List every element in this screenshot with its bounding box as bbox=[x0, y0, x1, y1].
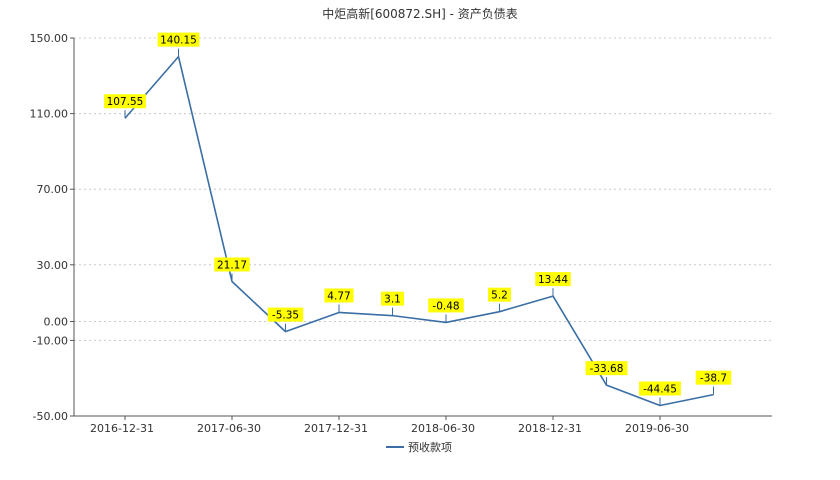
data-label-bg bbox=[324, 288, 354, 303]
data-labels: 107.55 140.15 21.17 -5.35 4.77 3.1 -0.48 5.2 13.… bbox=[104, 32, 732, 406]
x-tick-label: 2017-06-30 bbox=[197, 422, 261, 435]
data-label-bg bbox=[214, 257, 250, 272]
data-label-text: 4.77 bbox=[327, 290, 350, 302]
x-axis: 2016-12-31 2017-06-30 2017-12-31 2018-06-30… bbox=[74, 415, 772, 435]
x-tick-label: 2018-12-31 bbox=[518, 422, 582, 435]
data-label: 13.44 bbox=[535, 272, 571, 287]
data-label-bg bbox=[157, 32, 200, 47]
x-tick-label: 2017-12-31 bbox=[304, 422, 368, 435]
y-axis: 150.00 110.00 70.00 30.00 0.00 -10.00 -50.00 bbox=[30, 32, 75, 423]
data-label: -0.48 bbox=[428, 298, 464, 313]
data-label-text: -44.45 bbox=[643, 384, 677, 396]
y-tick-label: -10.00 bbox=[33, 334, 68, 347]
data-label-text: 107.55 bbox=[107, 96, 144, 108]
data-label-bg bbox=[104, 94, 146, 109]
data-label-bg bbox=[639, 381, 681, 396]
legend-label: 预收款项 bbox=[408, 440, 452, 454]
data-label-bg bbox=[535, 272, 571, 287]
data-label: 3.1 bbox=[381, 291, 404, 306]
data-label-bg bbox=[585, 361, 628, 376]
y-tick-label: 0.00 bbox=[44, 316, 69, 329]
data-label-text: 13.44 bbox=[538, 274, 568, 286]
series-line-group bbox=[124, 55, 714, 407]
data-label-bg bbox=[381, 291, 404, 306]
data-label-text: 5.2 bbox=[491, 290, 508, 302]
data-label: -33.68 bbox=[585, 361, 628, 376]
x-tick-label: 2019-06-30 bbox=[625, 422, 689, 435]
data-label: -5.35 bbox=[267, 307, 304, 322]
y-tick-label: 30.00 bbox=[37, 259, 69, 272]
gridlines bbox=[74, 37, 772, 417]
data-label: 21.17 bbox=[214, 257, 250, 272]
data-label: 140.15 bbox=[157, 32, 200, 47]
data-label-bg bbox=[267, 307, 304, 322]
data-label-bg bbox=[695, 370, 732, 385]
data-label: 4.77 bbox=[324, 288, 354, 303]
data-label-text: -38.7 bbox=[700, 373, 727, 385]
y-tick-label: 110.00 bbox=[30, 108, 69, 121]
y-tick-label: 150.00 bbox=[30, 32, 69, 45]
series-line[interactable] bbox=[124, 55, 714, 407]
data-label: -44.45 bbox=[639, 381, 681, 396]
x-tick-label: 2018-06-30 bbox=[411, 422, 475, 435]
data-label-bg bbox=[428, 298, 464, 313]
data-label: 107.55 bbox=[104, 94, 146, 109]
data-label-text: -5.35 bbox=[272, 310, 299, 322]
data-label: -38.7 bbox=[695, 370, 732, 385]
data-label-text: 140.15 bbox=[160, 35, 197, 47]
y-tick-label: 70.00 bbox=[37, 183, 69, 196]
legend[interactable]: 预收款项 bbox=[386, 440, 452, 454]
data-label-text: -0.48 bbox=[432, 300, 459, 312]
chart-title: 中炬高新[600872.SH] - 资产负债表 bbox=[322, 6, 518, 21]
x-tick-label: 2016-12-31 bbox=[90, 422, 154, 435]
data-label-bg bbox=[488, 287, 511, 302]
data-label-text: -33.68 bbox=[590, 363, 624, 375]
data-label-text: 21.17 bbox=[217, 259, 247, 271]
data-label-text: 3.1 bbox=[384, 294, 401, 306]
y-tick-label: -50.00 bbox=[33, 410, 68, 423]
data-label: 5.2 bbox=[488, 287, 511, 302]
